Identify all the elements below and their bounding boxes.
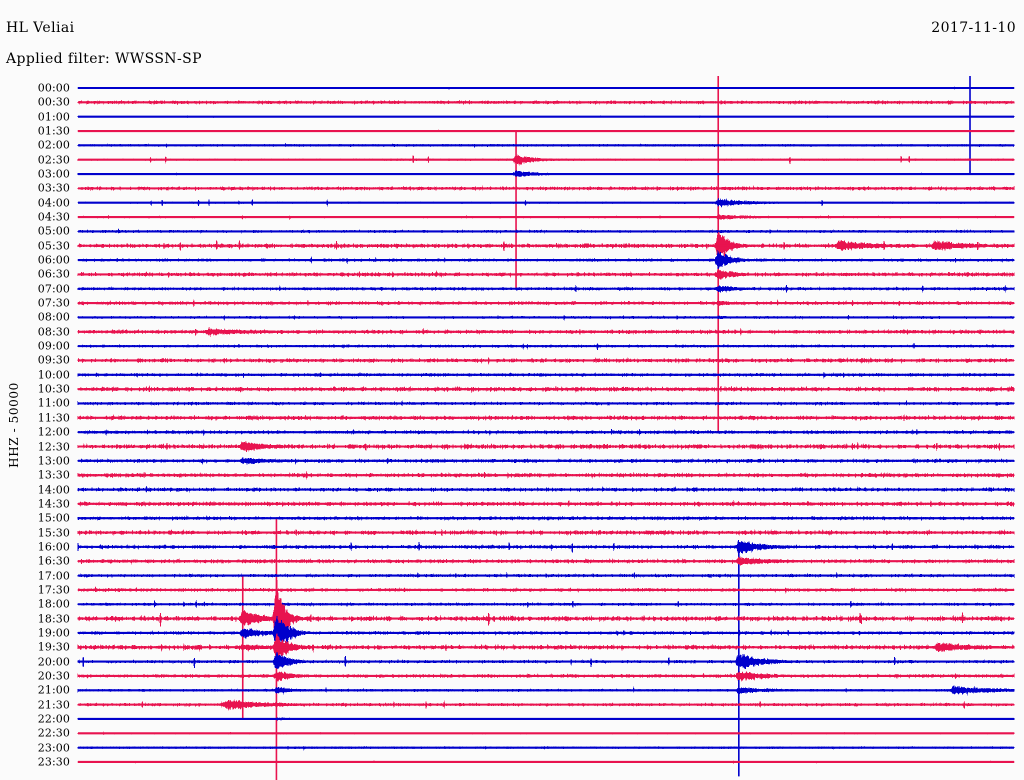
- seismogram-traces: [77, 76, 1015, 780]
- time-tick-label: 20:00: [37, 655, 70, 669]
- time-tick-label: 21:30: [37, 698, 70, 712]
- time-tick-label: 02:30: [37, 153, 70, 167]
- time-tick-label: 07:00: [37, 282, 70, 296]
- time-tick-label: 22:30: [37, 726, 70, 740]
- time-tick-label: 20:30: [37, 669, 70, 683]
- time-tick-label: 19:00: [37, 626, 70, 640]
- time-tick-label: 15:00: [37, 511, 70, 525]
- time-tick-label: 06:30: [37, 267, 70, 281]
- time-tick-label: 10:30: [37, 382, 70, 396]
- time-tick-label: 01:30: [37, 124, 70, 138]
- time-tick-label: 18:30: [37, 612, 70, 626]
- time-tick-label: 14:30: [37, 497, 70, 511]
- time-tick-label: 05:00: [37, 224, 70, 238]
- time-tick-label: 06:00: [37, 253, 70, 267]
- time-tick-label: 13:30: [37, 468, 70, 482]
- station-title: HL Veliai: [6, 20, 75, 36]
- time-tick-label: 16:30: [37, 554, 70, 568]
- time-tick-label: 04:00: [37, 196, 70, 210]
- time-tick-label: 23:30: [37, 755, 70, 769]
- time-tick-label: 11:30: [37, 411, 70, 425]
- time-tick-label: 18:00: [37, 597, 70, 611]
- time-tick-label: 11:00: [37, 396, 70, 410]
- time-tick-label: 03:30: [37, 181, 70, 195]
- time-tick-label: 04:30: [37, 210, 70, 224]
- applied-filter-label: Applied filter: WWSSN-SP: [6, 51, 202, 67]
- time-tick-label: 12:30: [37, 440, 70, 453]
- time-tick-label: 14:00: [37, 483, 70, 497]
- trace-line: [77, 615, 1015, 655]
- time-tick-label: 09:30: [37, 353, 70, 367]
- time-tick-label: 05:30: [37, 239, 70, 253]
- time-tick-label: 09:00: [37, 339, 70, 353]
- time-tick-label: 03:00: [37, 167, 70, 181]
- time-tick-label: 02:00: [37, 138, 70, 152]
- time-tick-label: 19:30: [37, 640, 70, 654]
- time-tick-label: 08:00: [37, 310, 70, 324]
- time-tick-label: 16:00: [37, 540, 70, 554]
- time-tick-label: 21:00: [37, 683, 70, 697]
- time-tick-label: 17:00: [37, 569, 70, 583]
- time-tick-label: 01:00: [37, 110, 70, 124]
- time-tick-label: 08:30: [37, 325, 70, 339]
- time-tick-label: 10:00: [37, 368, 70, 382]
- time-tick-label: 15:30: [37, 526, 70, 540]
- trace-line: [77, 652, 1015, 670]
- time-axis: 00:00 00:30 01:00 01:30 02:00 02:30 03:00 03:30…: [0, 76, 78, 780]
- time-tick-label: 00:00: [37, 81, 70, 95]
- record-date: 2017-11-10: [931, 20, 1016, 36]
- time-tick-label: 23:00: [37, 741, 70, 755]
- time-tick-label: 13:00: [37, 454, 70, 468]
- time-tick-label: 07:30: [37, 296, 70, 310]
- helicorder-plot-area: 00:00 00:30 01:00 01:30 02:00 02:30 03:00 03:30…: [0, 76, 1024, 780]
- time-tick-label: 17:30: [37, 583, 70, 597]
- time-tick-label: 00:30: [37, 95, 70, 109]
- time-tick-label: 22:00: [37, 712, 70, 726]
- time-tick-label: 12:00: [37, 425, 70, 439]
